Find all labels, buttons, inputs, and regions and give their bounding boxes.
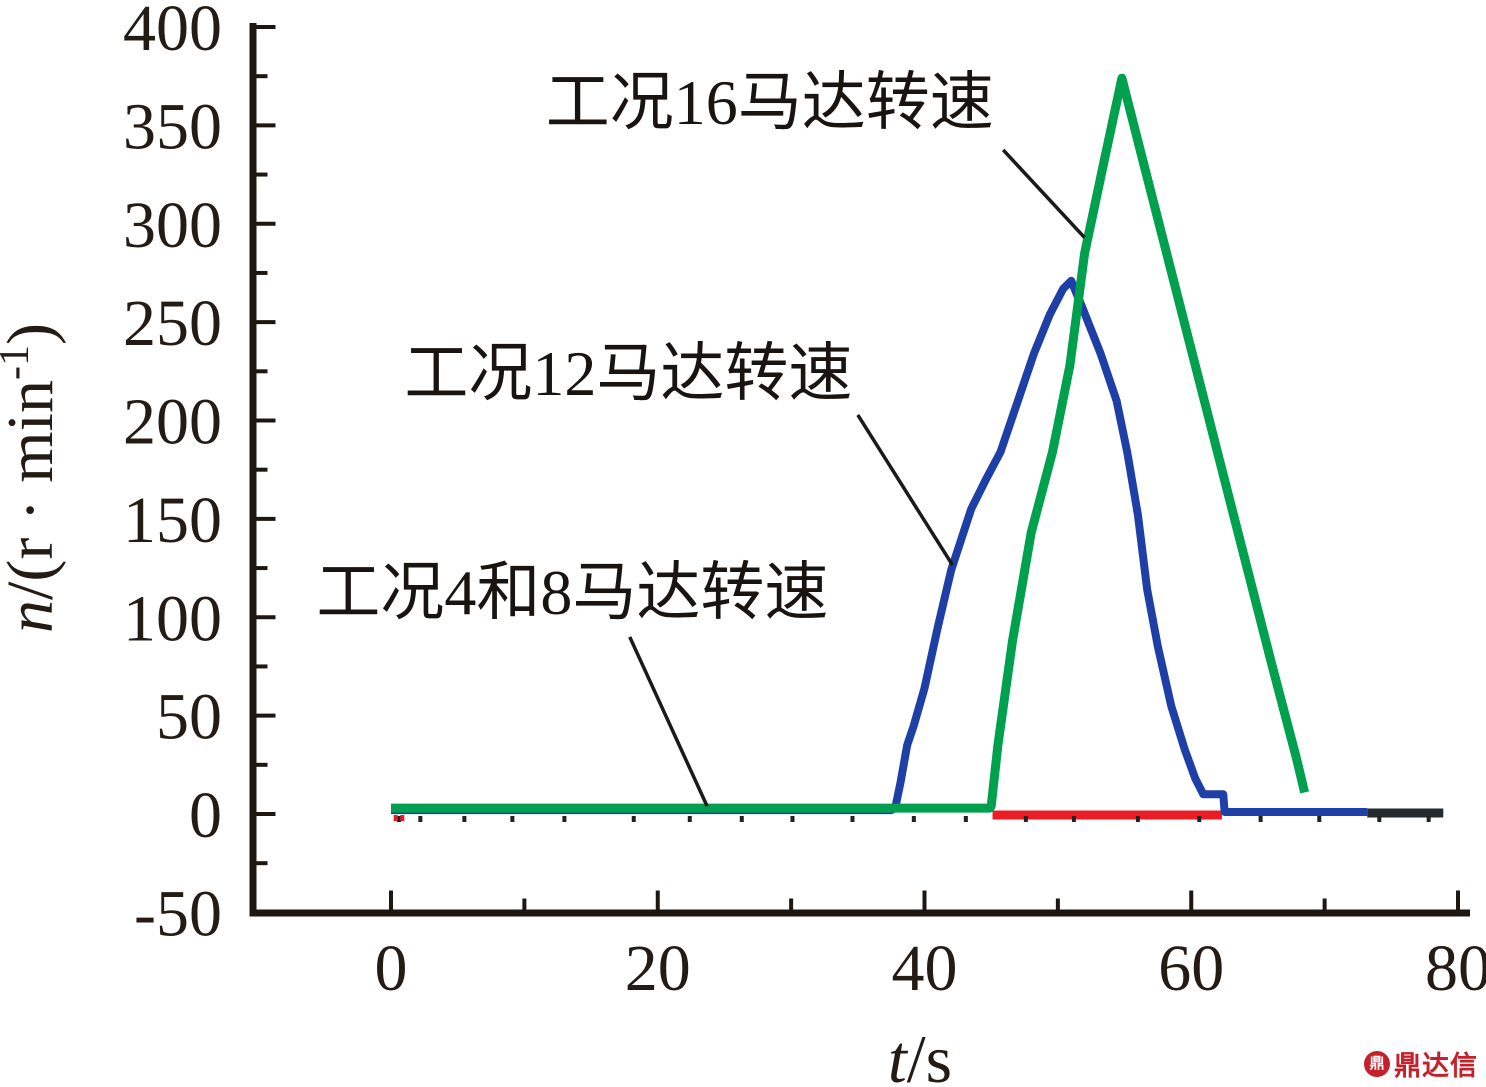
y-axis-title: n/(r · min-1): [0, 323, 67, 633]
annotation-label: 工况16马达转速: [546, 67, 994, 138]
noise-speck: [631, 816, 636, 822]
watermark-text: 鼎达信: [1394, 1051, 1478, 1081]
y-tick-label: 300: [123, 189, 222, 262]
annotation-leader-line: [856, 414, 954, 567]
noise-speck: [562, 816, 567, 822]
noise-speck: [1197, 816, 1202, 822]
noise-speck: [462, 816, 467, 822]
y-tick-label: 0: [189, 779, 222, 852]
tick-labels: -50 0 50 100 150 200 250 300 350 400 0 20 40 60 80: [123, 0, 1486, 1005]
noise-speck: [1317, 816, 1322, 822]
noise-speck: [1135, 816, 1140, 822]
noise-speck: [1426, 816, 1431, 822]
annotation-label: 工况12马达转速: [404, 338, 852, 409]
x-tick-label: 80: [1425, 932, 1486, 1005]
series-line: [391, 73, 1309, 813]
noise-speck: [397, 816, 402, 822]
annotation-leader-line: [1001, 148, 1086, 239]
noise-speck: [850, 816, 855, 822]
x-tick-label: 0: [375, 932, 408, 1005]
y-tick-label: 400: [123, 0, 222, 65]
axes: [249, 23, 1470, 917]
x-tick-label: 40: [892, 932, 958, 1005]
y-tick-label: 100: [123, 582, 222, 655]
noise-speck: [1023, 816, 1028, 822]
noise-speck: [418, 816, 423, 822]
noise-speck: [1377, 816, 1382, 822]
noise-speck: [963, 816, 968, 822]
annotation-label: 工况4和8马达转速: [316, 557, 828, 628]
noise-speck: [790, 816, 795, 822]
noise-speck: [393, 815, 398, 821]
x-tick-label: 60: [1158, 932, 1224, 1005]
noise-specks: [393, 815, 1431, 822]
noise-speck: [739, 816, 744, 822]
watermark: 鼎 鼎达信: [1364, 1044, 1478, 1083]
y-tick-label: 200: [123, 386, 222, 459]
y-tick-label: 250: [123, 287, 222, 360]
series-line: [391, 276, 1368, 816]
noise-speck: [1071, 816, 1076, 822]
noise-speck: [911, 816, 916, 822]
x-axis-title: t/s: [888, 1021, 952, 1087]
y-tick-label: 150: [123, 484, 222, 557]
noise-speck: [510, 816, 515, 822]
y-tick-label: 350: [123, 90, 222, 163]
y-tick-label: 50: [156, 681, 222, 754]
annotation-leader-line: [628, 636, 709, 807]
noise-speck: [400, 815, 405, 821]
y-tick-label: -50: [134, 877, 222, 950]
watermark-logo-icon: 鼎: [1364, 1050, 1390, 1077]
x-tick-label: 20: [625, 932, 691, 1005]
noise-speck: [1258, 816, 1263, 822]
noise-speck: [687, 816, 692, 822]
series-lines: [391, 73, 1444, 820]
